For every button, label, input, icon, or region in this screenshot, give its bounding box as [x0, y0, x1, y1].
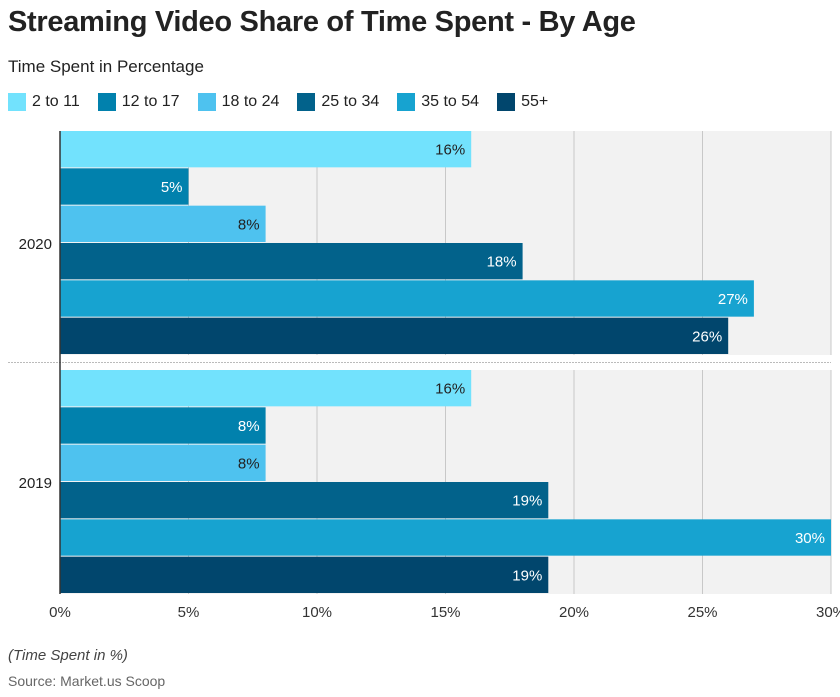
bar — [60, 482, 549, 519]
x-tick-label: 30% — [816, 604, 840, 621]
bar — [60, 444, 266, 481]
data-label: 16% — [435, 381, 465, 398]
bar — [60, 205, 266, 242]
legend-swatch — [297, 93, 316, 111]
bar — [60, 370, 472, 407]
chart-title: Streaming Video Share of Time Spent - By… — [8, 6, 636, 38]
data-label: 26% — [692, 328, 722, 345]
legend-item: 25 to 34 — [297, 93, 379, 111]
legend-label: 2 to 11 — [32, 93, 80, 110]
bar — [60, 317, 729, 354]
bar — [60, 407, 266, 444]
data-label: 16% — [435, 142, 465, 159]
x-tick-label: 20% — [559, 604, 589, 621]
bar — [60, 556, 549, 593]
source: Source: Market.us Scoop — [8, 673, 166, 689]
data-label: 8% — [238, 418, 260, 435]
data-label: 8% — [238, 455, 260, 472]
legend-label: 55+ — [521, 93, 549, 110]
x-tick-label: 5% — [178, 604, 200, 621]
data-label: 8% — [238, 216, 260, 233]
y-category-label: 2020 — [19, 236, 52, 253]
bar — [60, 280, 754, 317]
legend-swatch — [97, 93, 116, 111]
data-label: 27% — [718, 291, 748, 308]
legend-item: 55+ — [497, 93, 548, 111]
x-tick-label: 0% — [49, 604, 71, 621]
legend-item: 2 to 11 — [8, 93, 80, 111]
legend-swatch — [8, 93, 26, 111]
legend-swatch — [497, 93, 516, 111]
legend-label: 12 to 17 — [121, 93, 180, 110]
legend-item: 18 to 24 — [197, 93, 280, 111]
x-tick-label: 25% — [687, 604, 717, 621]
data-label: 19% — [512, 493, 542, 510]
x-tick-label: 15% — [430, 604, 460, 621]
x-tick-label: 10% — [302, 604, 332, 621]
legend-swatch — [197, 93, 216, 111]
bar — [60, 168, 189, 205]
legend-label: 35 to 54 — [421, 93, 480, 110]
y-category-label: 2019 — [19, 475, 52, 492]
bar — [60, 243, 523, 280]
legend-swatch — [397, 93, 416, 111]
data-label: 18% — [487, 254, 517, 271]
legend: 2 to 11 12 to 17 18 to 24 25 to 34 35 to 54 5… — [8, 93, 566, 111]
legend-label: 25 to 34 — [321, 93, 380, 110]
legend-label: 18 to 24 — [221, 93, 280, 110]
data-label: 30% — [795, 530, 825, 547]
data-label: 19% — [512, 567, 542, 584]
bar — [60, 131, 472, 168]
bar — [60, 519, 831, 556]
legend-item: 35 to 54 — [397, 93, 479, 111]
chart-subtitle: Time Spent in Percentage — [8, 57, 204, 76]
data-label: 5% — [161, 179, 183, 196]
note: (Time Spent in %) — [8, 647, 128, 664]
legend-item: 12 to 17 — [97, 93, 180, 111]
